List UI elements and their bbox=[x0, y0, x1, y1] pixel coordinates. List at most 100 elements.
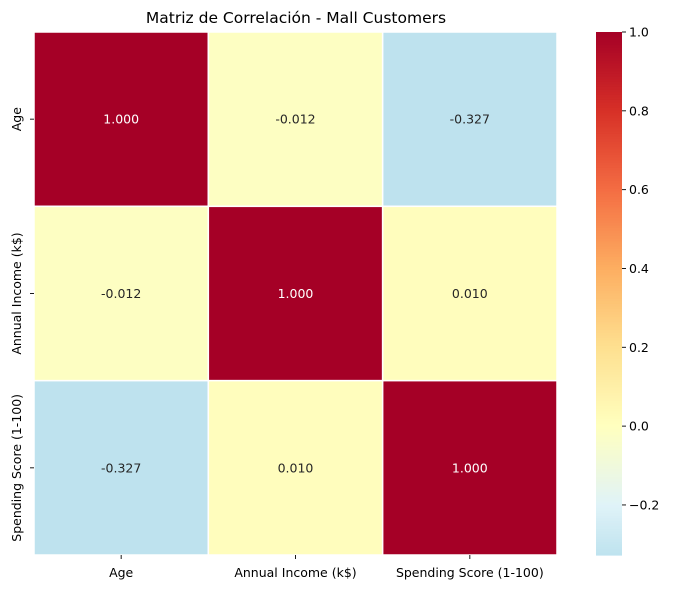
colorbar-segment bbox=[596, 105, 622, 109]
colorbar-segment bbox=[596, 345, 622, 350]
colorbar-tick-label: 1.0 bbox=[629, 25, 649, 40]
colorbar-segment bbox=[596, 283, 622, 287]
colorbar-segment bbox=[596, 392, 622, 397]
colorbar-segment bbox=[596, 531, 622, 535]
colorbar-tick-label: −0.2 bbox=[629, 497, 659, 512]
colorbar-segment bbox=[596, 515, 622, 519]
colorbar-segment bbox=[596, 212, 622, 216]
colorbar-segment bbox=[596, 385, 622, 389]
colorbar-segment bbox=[596, 246, 622, 250]
colorbar-segment bbox=[596, 37, 622, 41]
colorbar-segment bbox=[596, 133, 622, 138]
colorbar-segment bbox=[596, 471, 622, 475]
colorbar-segment bbox=[596, 411, 622, 415]
colorbar-segment bbox=[596, 131, 622, 135]
colorbar-segment bbox=[596, 364, 622, 368]
colorbar-segment bbox=[596, 241, 622, 245]
colorbar-segment bbox=[596, 432, 622, 436]
colorbar-segment bbox=[596, 356, 622, 360]
cell-value-label: 1.000 bbox=[278, 286, 314, 301]
colorbar-segment bbox=[596, 45, 622, 49]
colorbar-segment bbox=[596, 500, 622, 504]
colorbar-segment bbox=[596, 466, 622, 470]
colorbar-segment bbox=[596, 523, 622, 527]
colorbar-segment bbox=[596, 379, 622, 384]
colorbar-segment bbox=[596, 84, 622, 88]
colorbar-segment bbox=[596, 152, 622, 156]
colorbar-segment bbox=[596, 518, 622, 522]
colorbar-segment bbox=[596, 94, 622, 98]
colorbar-segment bbox=[596, 293, 622, 297]
colorbar-segment bbox=[596, 405, 622, 410]
colorbar-segment bbox=[596, 429, 622, 433]
x-tick-label: Age bbox=[109, 565, 133, 580]
colorbar-segment bbox=[596, 175, 622, 180]
colorbar-segment bbox=[596, 374, 622, 378]
heatmap-cell bbox=[207, 205, 384, 382]
colorbar-segment bbox=[596, 235, 622, 240]
cell-value-label: 0.010 bbox=[452, 286, 488, 301]
colorbar-segment bbox=[596, 343, 622, 347]
heatmap-cell bbox=[381, 205, 558, 382]
colorbar-segment bbox=[596, 413, 622, 418]
colorbar-segment bbox=[596, 306, 622, 310]
colorbar-segment bbox=[596, 387, 622, 391]
colorbar-segment bbox=[596, 497, 622, 501]
y-tick-label: Spending Score (1-100) bbox=[9, 394, 24, 542]
colorbar-tick-label: 0.8 bbox=[629, 103, 649, 118]
colorbar-segment bbox=[596, 332, 622, 336]
cell-value-label: 1.000 bbox=[452, 460, 488, 475]
colorbar-segment bbox=[596, 207, 622, 211]
heatmap-cell bbox=[207, 31, 384, 208]
colorbar-segment bbox=[596, 39, 622, 44]
colorbar-segment bbox=[596, 199, 622, 203]
colorbar-segment bbox=[596, 434, 622, 438]
colorbar-segment bbox=[596, 217, 622, 221]
colorbar-segment bbox=[596, 113, 622, 117]
colorbar-segment bbox=[596, 170, 622, 174]
colorbar-segment bbox=[596, 296, 622, 300]
colorbar-segment bbox=[596, 481, 622, 485]
colorbar-segment bbox=[596, 99, 622, 104]
colorbar-segment bbox=[596, 144, 622, 148]
colorbar-segment bbox=[596, 254, 622, 258]
colorbar-segment bbox=[596, 107, 622, 112]
colorbar-segment bbox=[596, 513, 622, 517]
y-tick-label: Annual Income (k$) bbox=[9, 232, 24, 354]
heatmap-annotations: 1.000 -0.012 -0.327 -0.012 1.000 0.010 -0.327 0… bbox=[101, 112, 490, 476]
colorbar-segment bbox=[596, 34, 622, 38]
colorbar-segment bbox=[596, 102, 622, 106]
colorbar-segment bbox=[596, 437, 622, 441]
colorbar-segment bbox=[596, 541, 622, 546]
colorbar-segment bbox=[596, 301, 622, 305]
colorbar-segment bbox=[596, 473, 622, 478]
colorbar-segment bbox=[596, 521, 622, 525]
colorbar-segment bbox=[596, 369, 622, 373]
colorbar-segment bbox=[596, 196, 622, 200]
heatmap-cells bbox=[33, 31, 558, 556]
colorbar-segment bbox=[596, 188, 622, 193]
colorbar-segment bbox=[596, 322, 622, 326]
colorbar-segment bbox=[596, 502, 622, 506]
colorbar-segment bbox=[596, 50, 622, 54]
colorbar-segment bbox=[596, 298, 622, 302]
colorbar-segment bbox=[596, 65, 622, 70]
colorbar-segment bbox=[596, 160, 622, 164]
colorbar-segment bbox=[596, 259, 622, 263]
colorbar-segment bbox=[596, 201, 622, 206]
colorbar-segment bbox=[596, 173, 622, 177]
colorbar-segment bbox=[596, 157, 622, 161]
colorbar-segment bbox=[596, 340, 622, 344]
colorbar-segment bbox=[596, 141, 622, 146]
colorbar-segment bbox=[596, 319, 622, 323]
colorbar-segment bbox=[596, 395, 622, 399]
colorbar-segment bbox=[596, 549, 622, 553]
colorbar-segment bbox=[596, 479, 622, 483]
colorbar-segment bbox=[596, 371, 622, 376]
colorbar-segment bbox=[596, 416, 622, 420]
colorbar-segment bbox=[596, 335, 622, 339]
colorbar-segment bbox=[596, 52, 622, 57]
colorbar-segment bbox=[596, 526, 622, 530]
colorbar-segment bbox=[596, 215, 622, 219]
colorbar-segment bbox=[596, 510, 622, 514]
